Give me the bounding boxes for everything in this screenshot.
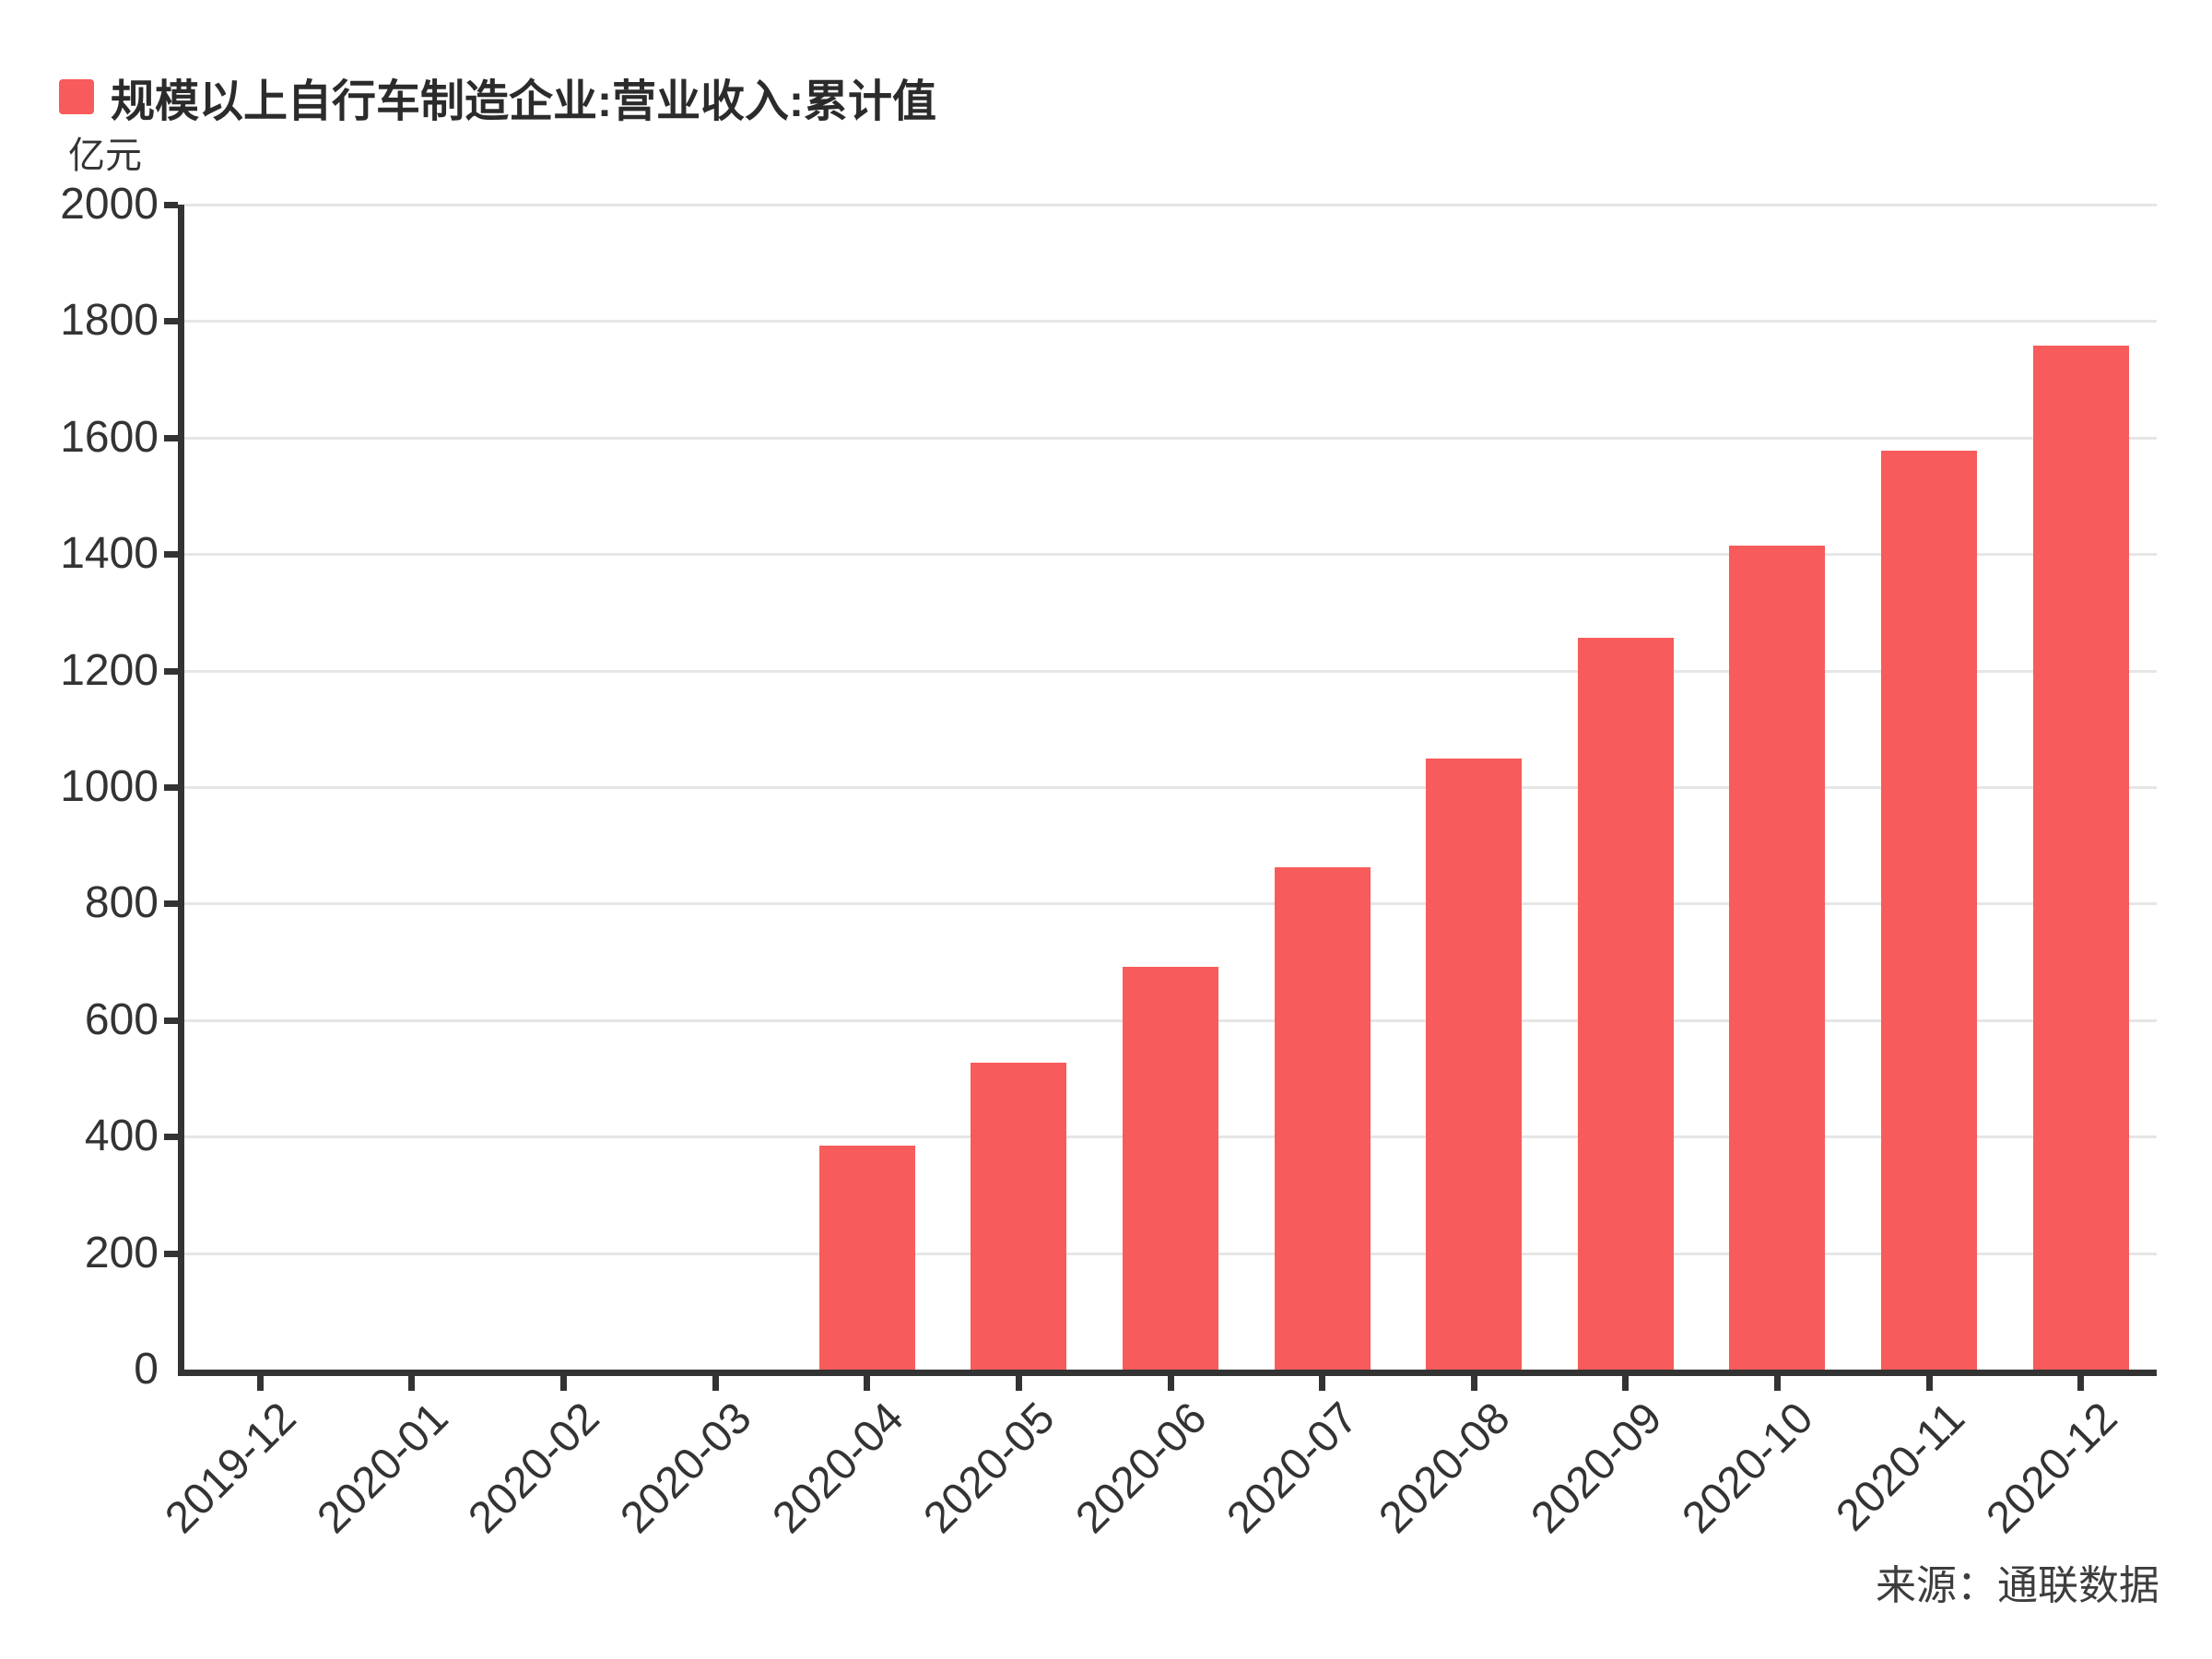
- y-axis-line: [178, 205, 184, 1376]
- source-label: 来源：通联数据: [1876, 1563, 2159, 1608]
- x-tick-mark-2020-03: [712, 1376, 719, 1391]
- y-tick-mark-2000: [164, 202, 178, 208]
- x-tick-mark-2020-09: [1622, 1376, 1630, 1391]
- bar-2020-10[interactable]: [1729, 546, 1826, 1370]
- y-tick-label-200: 200: [84, 1228, 159, 1277]
- plot-area: 0 200 400 600 800 1000 1200 1400 1600 1800 2000 201…: [60, 182, 2157, 1543]
- y-tick-mark-800: [164, 900, 178, 908]
- y-tick-label-1800: 1800: [60, 296, 159, 346]
- x-tick-mark-2020-11: [1925, 1376, 1933, 1391]
- x-tick-label-2020-10: 2020-10: [1673, 1393, 1823, 1543]
- x-tick-label-2020-11: 2020-11: [1827, 1393, 1975, 1541]
- x-tick-mark-2020-12: [2077, 1376, 2085, 1391]
- gridline-1800: [184, 320, 2157, 324]
- x-tick-mark-2020-05: [1015, 1376, 1022, 1391]
- bar-2020-07[interactable]: [1274, 867, 1371, 1370]
- gridline-2000: [184, 204, 2157, 206]
- bar-2020-06[interactable]: [1123, 967, 1218, 1370]
- bar-2020-04[interactable]: [818, 1146, 915, 1370]
- x-tick-mark-2020-02: [560, 1376, 568, 1391]
- y-tick-label-1000: 1000: [60, 762, 159, 811]
- x-tick-label-2020-04: 2020-04: [763, 1393, 913, 1543]
- gridline-1400: [184, 553, 2157, 557]
- y-tick-label-400: 400: [84, 1112, 159, 1161]
- y-tick-label-1400: 1400: [60, 529, 159, 579]
- y-tick-label-2000: 2000: [60, 180, 159, 229]
- bar-2020-08[interactable]: [1426, 759, 1523, 1370]
- x-axis-line: [178, 1370, 2157, 1376]
- bar-2020-11[interactable]: [1881, 451, 1978, 1370]
- y-tick-mark-1000: [164, 784, 178, 791]
- y-tick-label-1200: 1200: [60, 645, 159, 695]
- x-tick-label-2020-12: 2020-12: [1977, 1393, 2127, 1543]
- x-tick-mark-2020-08: [1470, 1376, 1477, 1391]
- x-tick-mark-2020-01: [408, 1376, 416, 1391]
- y-tick-label-600: 600: [84, 994, 159, 1044]
- y-tick-mark-1200: [164, 667, 178, 675]
- x-tick-label-2019-12: 2019-12: [156, 1393, 306, 1543]
- y-tick-mark-600: [164, 1017, 178, 1024]
- x-tick-label-2020-06: 2020-06: [1066, 1393, 1217, 1543]
- bar-2020-09[interactable]: [1577, 638, 1674, 1370]
- x-tick-label-2020-03: 2020-03: [611, 1393, 761, 1543]
- gridline-1000: [184, 786, 2157, 789]
- x-tick-label-2020-07: 2020-07: [1218, 1393, 1368, 1543]
- gridline-1200: [184, 669, 2157, 673]
- x-tick-label-2020-09: 2020-09: [1522, 1393, 1672, 1543]
- x-tick-label-2020-01: 2020-01: [308, 1393, 458, 1543]
- gridline-800: [184, 902, 2157, 906]
- bar-2020-12[interactable]: [2032, 346, 2129, 1370]
- gridline-1600: [184, 436, 2157, 440]
- y-tick-label-1600: 1600: [60, 412, 159, 462]
- x-tick-label-2020-05: 2020-05: [914, 1393, 1065, 1543]
- x-tick-label-2020-08: 2020-08: [1370, 1393, 1520, 1543]
- y-tick-label-0: 0: [134, 1345, 159, 1394]
- legend-label: 规模以上自行车制造企业:营业收入:累计值: [111, 77, 936, 126]
- legend-swatch-icon: [59, 79, 94, 114]
- x-tick-mark-2020-06: [1167, 1376, 1174, 1391]
- x-tick-label-2020-02: 2020-02: [459, 1393, 609, 1543]
- x-tick-mark-2020-04: [864, 1376, 871, 1391]
- bar-2020-05[interactable]: [971, 1063, 1067, 1370]
- y-tick-mark-1600: [164, 434, 178, 441]
- x-tick-mark-2020-10: [1773, 1376, 1781, 1391]
- x-tick-mark-2019-12: [256, 1376, 264, 1391]
- x-tick-mark-2020-07: [1319, 1376, 1326, 1391]
- y-tick-label-800: 800: [84, 878, 159, 928]
- y-tick-mark-1400: [164, 551, 178, 559]
- y-tick-mark-400: [164, 1134, 178, 1141]
- y-tick-mark-1800: [164, 318, 178, 325]
- legend-item[interactable]: 规模以上自行车制造企业:营业收入:累计值: [59, 65, 936, 129]
- y-axis-unit-label: 亿元: [68, 135, 142, 176]
- y-tick-mark-200: [164, 1250, 178, 1257]
